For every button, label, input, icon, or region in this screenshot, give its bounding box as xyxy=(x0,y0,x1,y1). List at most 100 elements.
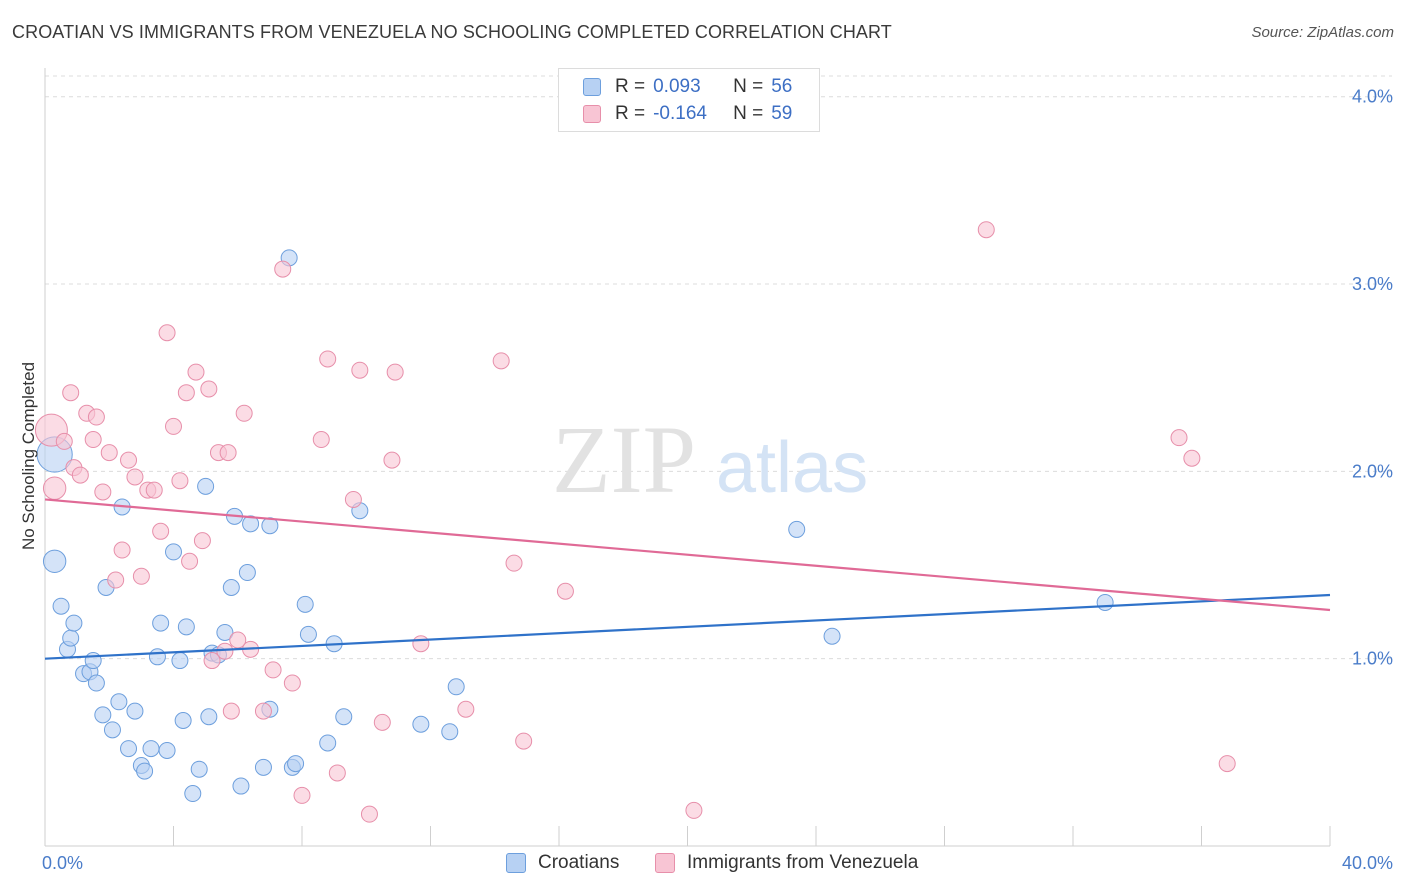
legend-swatch-pink xyxy=(655,853,675,873)
croatians-point-23 xyxy=(165,543,182,561)
venezuela-point-24 xyxy=(187,363,205,381)
venezuela-point-21 xyxy=(171,472,189,490)
source-label: Source: ZipAtlas.com xyxy=(1251,24,1394,41)
venezuela-point-27 xyxy=(203,652,221,670)
venezuela-point-3 xyxy=(62,384,80,402)
croatians-point-47 xyxy=(319,734,337,752)
croatians-point-26 xyxy=(177,618,195,636)
tick-labels: 1.0% 2.0% 3.0% 4.0% 0.0% 40.0% xyxy=(42,87,1393,873)
y-tick-label-2: 3.0% xyxy=(1352,274,1393,294)
legend-item-venezuela[interactable]: Immigrants from Venezuela xyxy=(655,852,918,874)
venezuela-point-1 xyxy=(42,476,67,500)
venezuela-point-30 xyxy=(219,444,237,462)
venezuela-point-19 xyxy=(158,324,176,342)
croatians-point-16 xyxy=(126,702,144,720)
croatians-point-46 xyxy=(299,625,317,643)
croatians-point-9 xyxy=(87,674,105,692)
croatians-point-25 xyxy=(174,711,192,729)
venezuela-point-31 xyxy=(222,702,240,720)
croatians-point-10 xyxy=(94,706,112,724)
y-tick-label-3: 4.0% xyxy=(1352,87,1393,107)
croatians-point-38 xyxy=(242,515,260,533)
venezuela-point-26 xyxy=(200,380,218,398)
venezuela-point-10 xyxy=(100,444,118,462)
croatians-point-20 xyxy=(148,648,166,666)
venezuela-point-22 xyxy=(177,384,195,402)
croatians-point-37 xyxy=(238,564,256,582)
stats-legend: R = 0.093 N = 56 R = -0.164 N = 59 xyxy=(558,68,820,132)
croatians-point-24 xyxy=(171,652,189,670)
croatians-point-56 xyxy=(1096,593,1114,611)
venezuela-point-39 xyxy=(293,786,311,804)
series-croatians xyxy=(36,249,1114,803)
venezuela-point-13 xyxy=(120,451,138,469)
venezuela-point-35 xyxy=(254,702,272,720)
croatians-point-19 xyxy=(142,740,160,758)
croatians-point-45 xyxy=(296,595,314,613)
y-tick-label-1: 2.0% xyxy=(1352,461,1393,481)
trend-lines xyxy=(44,498,1331,660)
venezuela-point-50 xyxy=(457,700,475,718)
venezuela-point-18 xyxy=(152,522,170,540)
venezuela-point-59 xyxy=(1218,755,1236,773)
watermark: ZIP atlas xyxy=(552,406,868,513)
chart-title: CROATIAN VS IMMIGRANTS FROM VENEZUELA NO… xyxy=(12,22,892,42)
watermark-atlas: atlas xyxy=(716,428,868,508)
venezuela-point-45 xyxy=(360,805,378,823)
venezuela-point-7 xyxy=(84,431,102,449)
x-tick-label-max: 40.0% xyxy=(1342,853,1393,873)
venezuela-point-9 xyxy=(94,483,112,501)
croatians-point-18 xyxy=(136,762,154,780)
venezuela-point-44 xyxy=(351,361,369,379)
legend-label-venezuela: Immigrants from Venezuela xyxy=(687,852,919,873)
y-axis-label: No Schooling Completed xyxy=(19,362,38,550)
legend-row-croatians: R = 0.093 N = 56 xyxy=(583,74,792,100)
venezuela-point-20 xyxy=(165,417,182,435)
croatians-point-49 xyxy=(335,708,353,726)
venezuela-point-29 xyxy=(216,642,234,660)
croatians-point-33 xyxy=(216,623,234,641)
venezuela-point-17 xyxy=(145,481,163,499)
croatians-point-28 xyxy=(190,760,208,778)
croatians-point-22 xyxy=(158,741,176,759)
venezuela-point-8 xyxy=(87,408,105,426)
venezuela-point-56 xyxy=(977,221,995,239)
legend-row-venezuela: R = -0.164 N = 59 xyxy=(583,101,792,127)
croatians-point-51 xyxy=(412,715,430,733)
venezuela-point-11 xyxy=(107,571,125,589)
venezuela-point-40 xyxy=(312,431,330,449)
legend-n-value: 59 xyxy=(771,103,793,124)
venezuela-point-12 xyxy=(113,541,131,559)
croatians-point-41 xyxy=(261,517,279,535)
croatians-point-27 xyxy=(184,785,202,803)
venezuela-point-33 xyxy=(235,404,253,422)
legend-r-label: R = xyxy=(615,76,646,97)
legend-n-value: 56 xyxy=(771,76,793,97)
croatians-point-5 xyxy=(65,614,83,632)
venezuela-point-53 xyxy=(515,732,533,750)
croatians-point-53 xyxy=(447,678,465,696)
venezuela-point-23 xyxy=(181,552,199,570)
venezuela-point-58 xyxy=(1183,449,1201,467)
y-tick-label-0: 1.0% xyxy=(1352,649,1393,669)
venezuela-point-51 xyxy=(492,352,510,370)
trend-line-croatians xyxy=(44,593,1331,660)
venezuela-point-49 xyxy=(412,635,430,653)
legend-item-croatians[interactable]: Croatians xyxy=(506,852,619,874)
croatians-point-54 xyxy=(788,520,806,538)
venezuela-point-47 xyxy=(383,451,401,469)
venezuela-point-54 xyxy=(556,582,574,600)
legend-n-label: N = xyxy=(733,103,764,124)
croatians-point-15 xyxy=(120,740,138,758)
legend-swatch-pink xyxy=(583,105,601,123)
croatians-point-2 xyxy=(52,597,70,615)
croatians-point-39 xyxy=(254,758,272,776)
legend-swatch-blue xyxy=(583,78,601,96)
venezuela-point-5 xyxy=(71,466,89,484)
venezuela-point-14 xyxy=(126,468,144,486)
croatians-point-52 xyxy=(441,723,459,741)
venezuela-point-15 xyxy=(132,567,150,585)
venezuela-point-25 xyxy=(193,532,211,550)
venezuela-point-48 xyxy=(386,363,404,381)
